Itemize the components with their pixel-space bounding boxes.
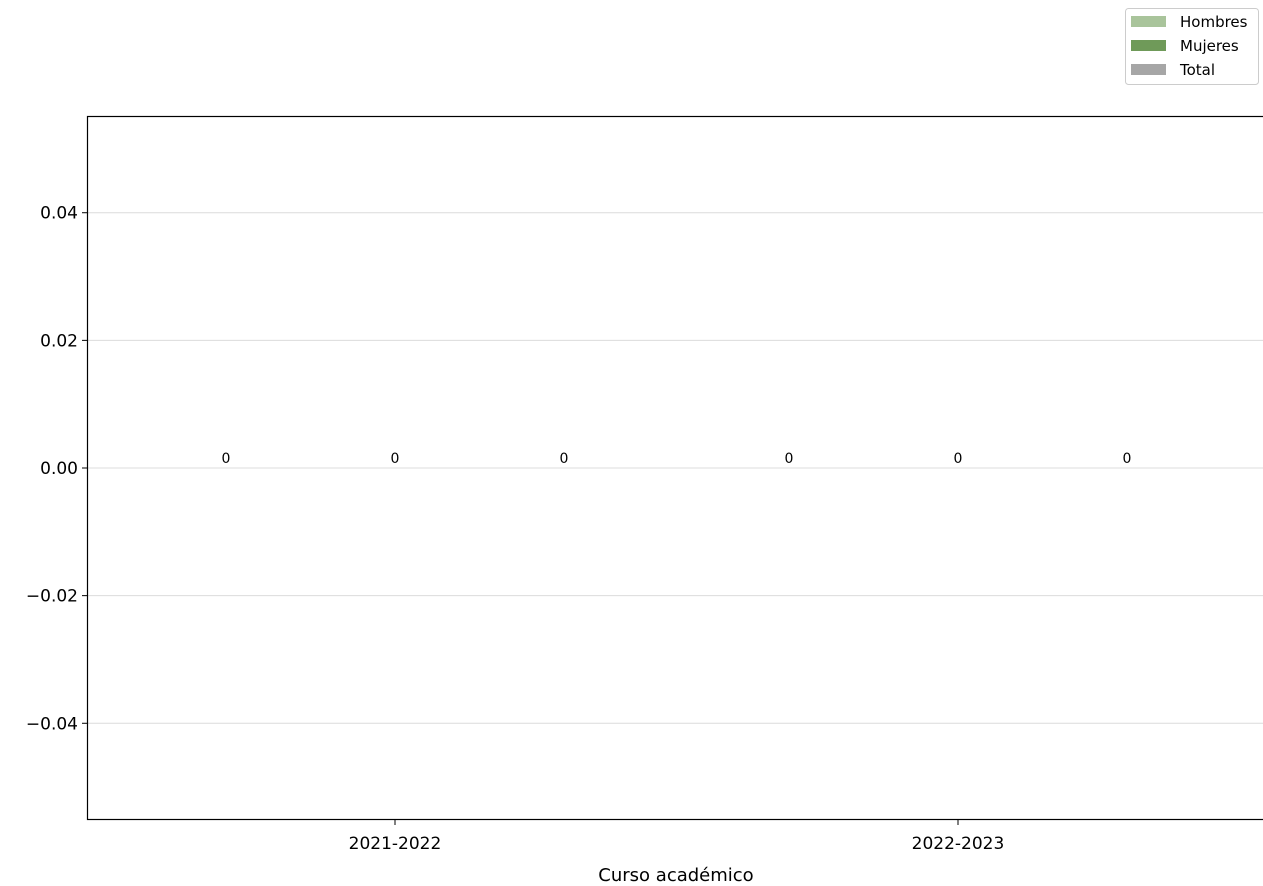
y-tick-label: 0.02: [40, 331, 78, 351]
legend-swatch-mujeres: [1131, 40, 1166, 51]
y-tick-label: 0.00: [40, 459, 78, 479]
legend-swatch-hombres: [1131, 16, 1166, 27]
y-tick-label: −0.02: [26, 587, 78, 607]
data-label: 0: [954, 451, 963, 467]
data-label: 0: [560, 451, 569, 467]
data-label: 0: [391, 451, 400, 467]
legend-label-mujeres: Mujeres: [1180, 37, 1239, 55]
data-labels: 0 0 0 0 0 0: [222, 451, 1132, 467]
x-tick-label: 2022-2023: [912, 834, 1005, 854]
y-axis: −0.04 −0.02 0.00 0.02 0.04: [26, 204, 88, 734]
legend-label-hombres: Hombres: [1180, 13, 1248, 31]
y-tick-label: 0.04: [40, 204, 78, 224]
legend-label-total: Total: [1179, 61, 1215, 79]
y-tick-label: −0.04: [26, 714, 78, 734]
data-label: 0: [1123, 451, 1132, 467]
data-label: 0: [222, 451, 231, 467]
x-tick-label: 2021-2022: [349, 834, 442, 854]
x-axis-title: Curso académico: [598, 865, 753, 886]
legend-swatch-total: [1131, 64, 1166, 75]
x-axis: 2021-2022 2022-2023: [349, 819, 1005, 854]
gridlines: [88, 212, 1263, 724]
legend: Hombres Mujeres Total: [1125, 8, 1259, 85]
data-label: 0: [785, 451, 794, 467]
